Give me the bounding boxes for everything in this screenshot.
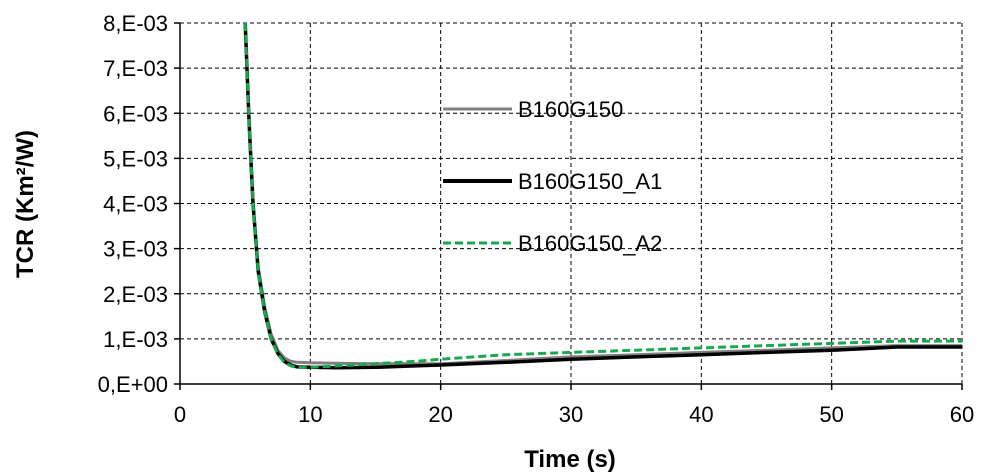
x-tick-label: 50 (819, 402, 843, 427)
x-tick-label: 30 (559, 402, 583, 427)
y-tick-label: 8,E-03 (103, 11, 168, 36)
y-tick-label: 1,E-03 (103, 327, 168, 352)
x-tick-label: 20 (428, 402, 452, 427)
series-group (245, 23, 962, 368)
y-tick-label: 0,E+00 (98, 372, 168, 397)
grid (180, 23, 962, 384)
legend-label: B160G150 (518, 97, 623, 122)
y-tick-label: 3,E-03 (103, 237, 168, 262)
x-tick-label: 60 (950, 402, 974, 427)
y-tick-label: 5,E-03 (103, 146, 168, 171)
x-axis-ticks: 0 10 20 30 40 50 60 (174, 384, 974, 427)
x-axis-title: Time (s) (524, 446, 616, 473)
y-axis-title: TCR (Km²/W) (12, 130, 39, 278)
y-tick-label: 4,E-03 (103, 192, 168, 217)
series-line-b160g150-a2 (245, 23, 962, 367)
x-tick-label: 10 (298, 402, 322, 427)
legend-label: B160G150_A2 (518, 231, 662, 256)
y-tick-label: 2,E-03 (103, 282, 168, 307)
legend: B160G150 B160G150_A1 B160G150_A2 (443, 97, 662, 256)
axes (180, 23, 962, 384)
y-axis-ticks: 0,E+00 1,E-03 2,E-03 3,E-03 4,E-03 5,E-03 6,E-… (98, 11, 180, 397)
y-tick-label: 7,E-03 (103, 56, 168, 81)
x-tick-label: 40 (689, 402, 713, 427)
series-line-b160g150-a1 (245, 23, 962, 368)
x-tick-label: 0 (174, 402, 186, 427)
legend-label: B160G150_A1 (518, 169, 662, 194)
y-tick-label: 6,E-03 (103, 101, 168, 126)
